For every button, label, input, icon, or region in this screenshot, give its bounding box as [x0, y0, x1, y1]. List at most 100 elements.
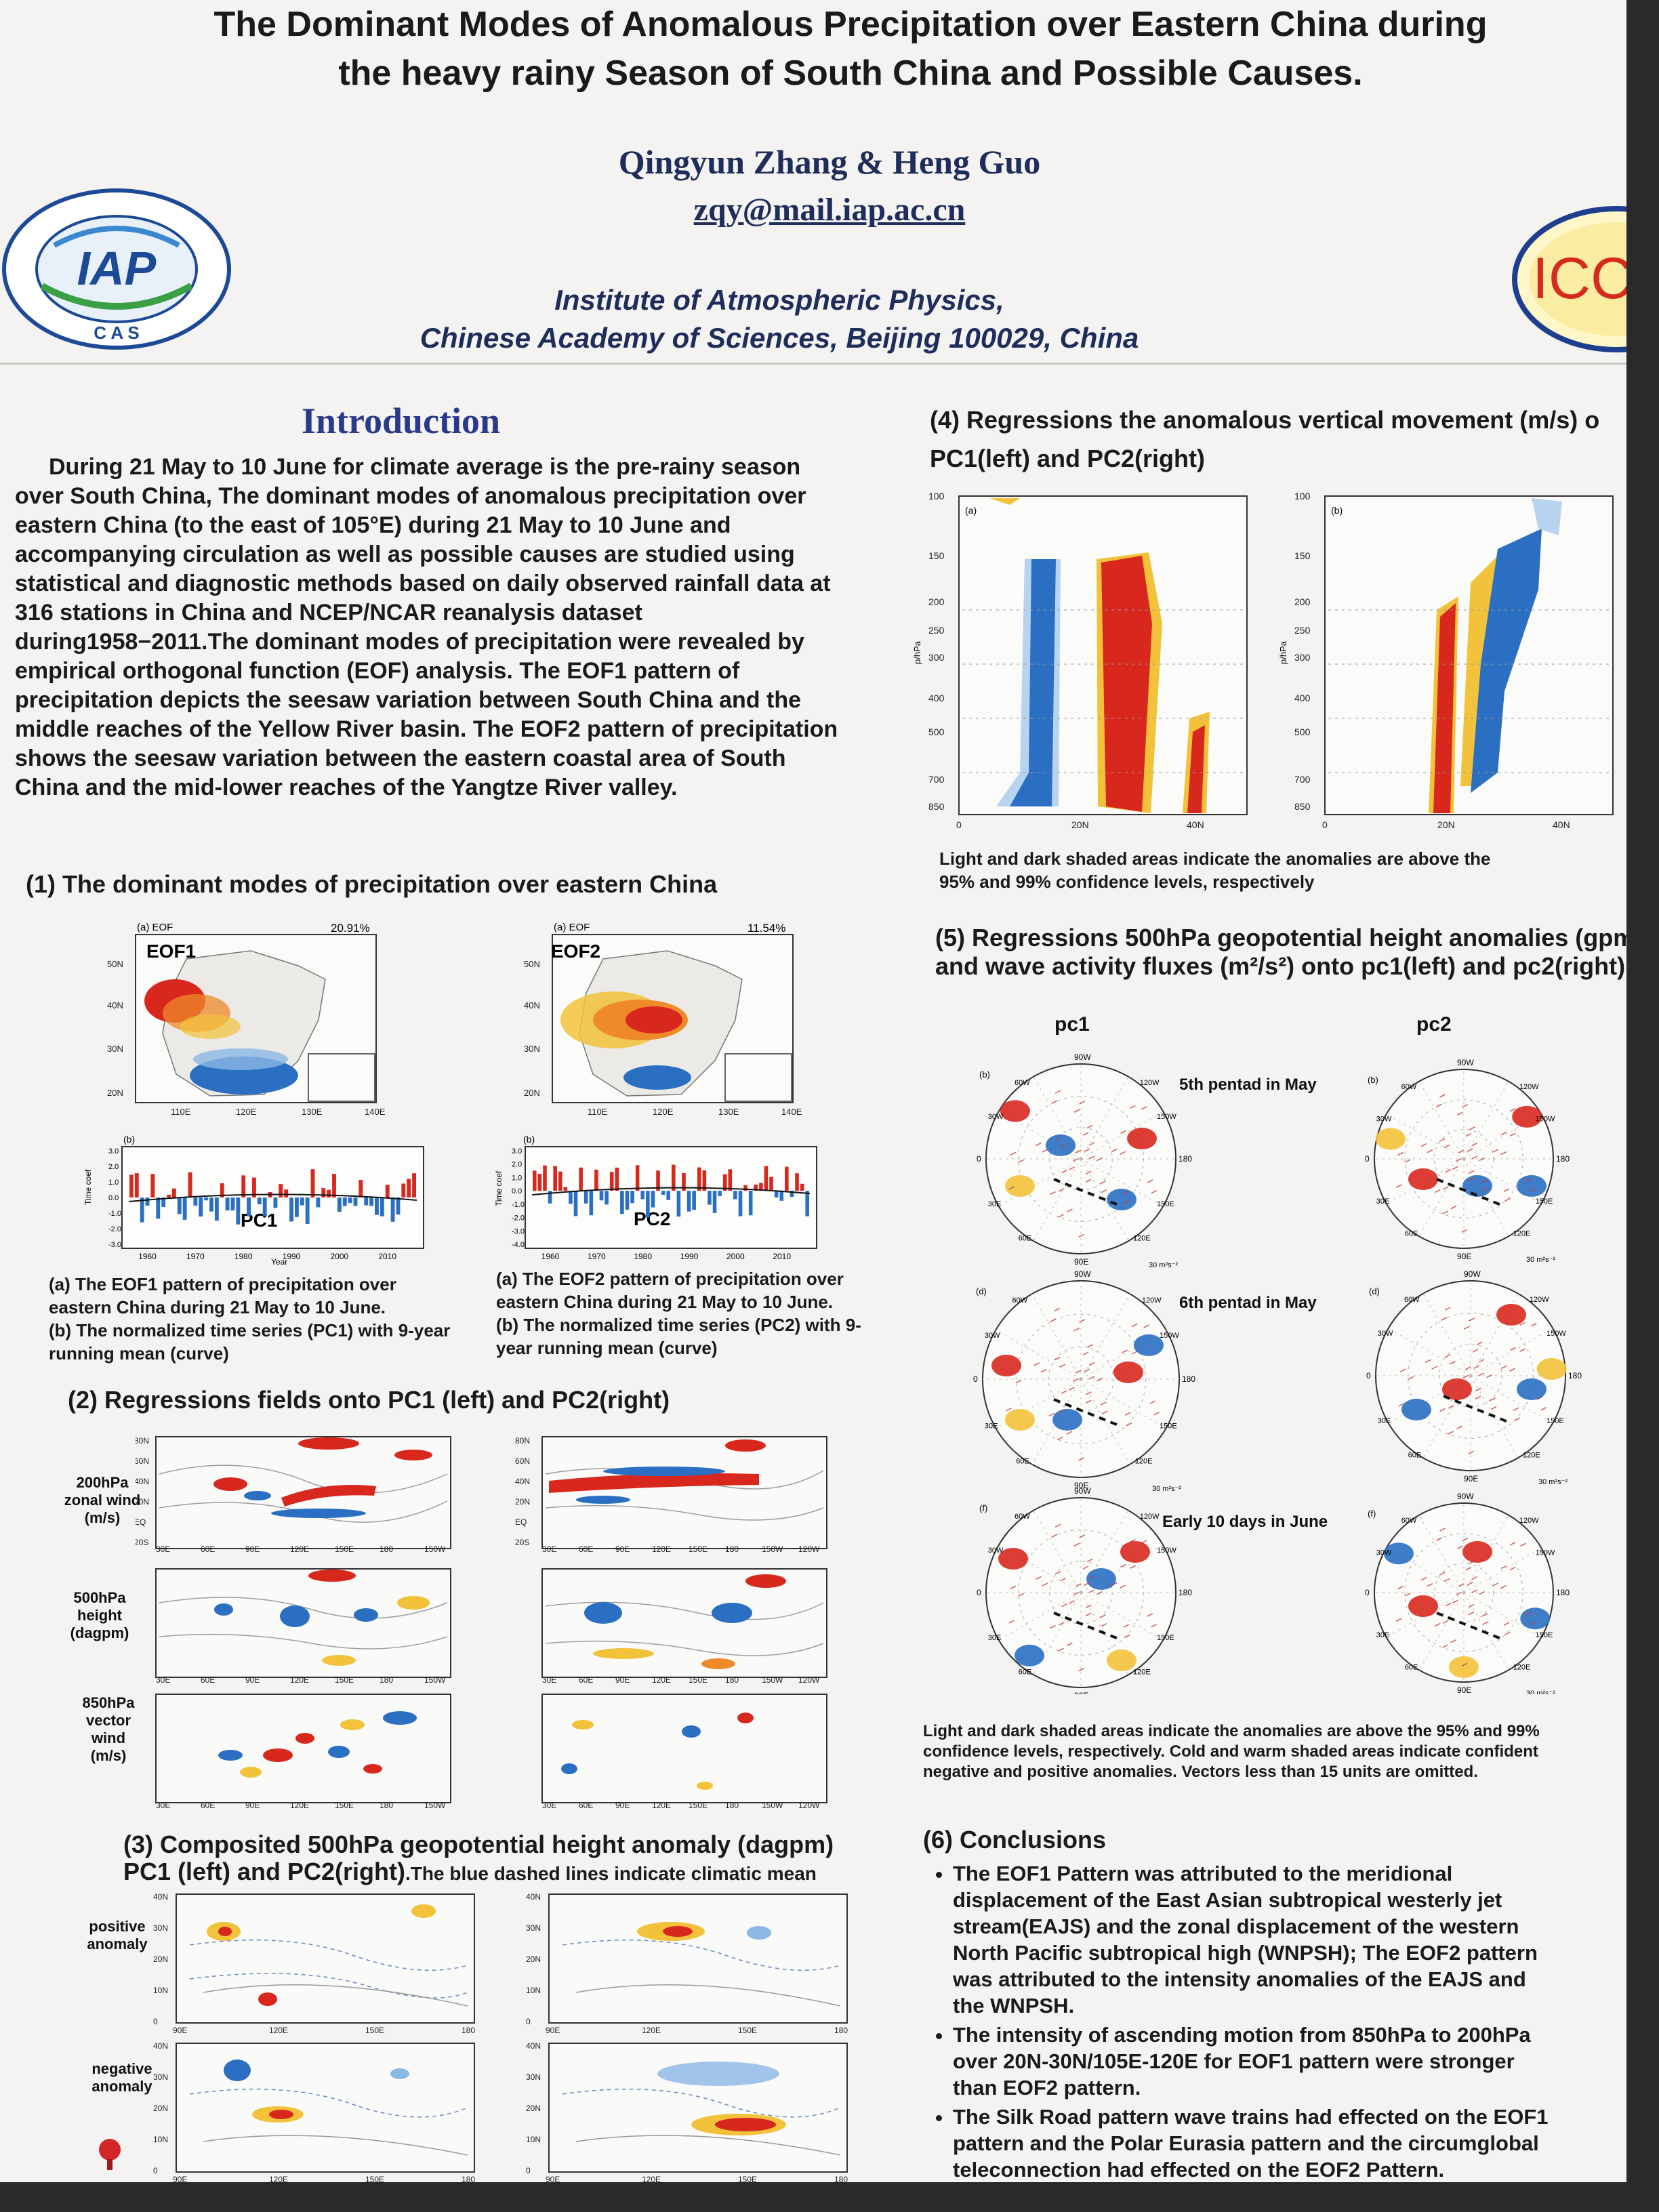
sec4-ytick-l-7: 700 [928, 774, 945, 785]
pc1-ytick-3: 0.0 [108, 1194, 119, 1202]
sec1-caption-left: (a) The EOF1 pattern of precipitation ov… [49, 1274, 451, 1364]
polar-vector-scale: 30 m²s⁻² [1538, 1478, 1568, 1486]
pc1-bar [401, 1183, 406, 1197]
sec2-lon-r-1-2: 90E [615, 1675, 630, 1685]
pc1-bar [214, 1197, 219, 1221]
sec3-lon-1-1: 120E [642, 2026, 661, 2035]
pc1-bar [252, 1177, 256, 1197]
sec3-lon-1-2: 150E [738, 2026, 757, 2035]
sec2-lon-l-1-4: 150E [335, 1675, 354, 1685]
polar-anomaly [1052, 1409, 1082, 1431]
polar-anomaly [991, 1355, 1021, 1376]
institute-line-1: Institute of Atmospheric Physics, [554, 284, 1004, 316]
pc2-timeseries: (b) PC2 Time coef 3.0 2.0 1.0 0.0 -1.0 -2.0 -3… [494, 1134, 817, 1261]
pc2-bar [805, 1191, 809, 1216]
pc1-bar [359, 1180, 363, 1197]
pc1-bar [337, 1197, 342, 1212]
polar-anomaly [1496, 1304, 1526, 1326]
polar-lon-right: 180 [1556, 1588, 1570, 1597]
polar-lon-left: 0 [1365, 1154, 1370, 1164]
pc2-xtick-0: 1960 [541, 1252, 560, 1261]
pc1-bar [385, 1185, 390, 1197]
sec2-lon-r-2-3: 120E [652, 1801, 671, 1809]
pc2-bar [609, 1172, 614, 1191]
pc1-bar [177, 1197, 182, 1214]
sec4-ytick-l-2: 200 [928, 596, 945, 607]
polar-panel-tag: (f) [979, 1503, 987, 1513]
sec2-r-lat-5: 20S [515, 1538, 529, 1547]
polar-lon-sw: 60E [1405, 1230, 1418, 1238]
pc2-ytick-2: 1.0 [512, 1174, 522, 1182]
polar-lon-bottom: 90E [1457, 1252, 1471, 1261]
conclusion-2: The intensity of ascending motion from 8… [953, 2022, 1559, 2101]
pc1-bar [209, 1197, 213, 1212]
pc2-bar [697, 1167, 701, 1191]
pc1-ytick-5: -2.0 [108, 1225, 121, 1233]
pc1-xtick-4: 2000 [331, 1252, 349, 1261]
pc1-bar [225, 1197, 230, 1211]
sec2-lon-l-2-3: 120E [290, 1801, 309, 1809]
polar-lon-bottom: 90E [1074, 1691, 1088, 1694]
sec2-lon-r-2-4: 150E [689, 1801, 708, 1809]
sec4-ytick-l-5: 400 [928, 693, 945, 703]
pc1-bar [145, 1197, 150, 1206]
polar-lon-right: 180 [1179, 1588, 1192, 1597]
polar-lon-top: 90W [1074, 1486, 1091, 1496]
polar-panel-1: (b) 90W 180 90E 0 120W 150W 150E 120E 60E 30E 30W 60… [977, 1052, 1192, 1269]
eof2-lat-2: 30N [524, 1044, 540, 1054]
pc1-bar [257, 1197, 262, 1205]
pc1-bar [171, 1188, 176, 1197]
eof1-lon-0: 110E [171, 1107, 191, 1117]
iap-logo: IAP C A S [2, 188, 231, 350]
intro-heading: Introduction [302, 401, 501, 441]
pc1-bar [353, 1197, 358, 1206]
sec4-xtick-l-1: 20N [1071, 819, 1089, 830]
polar-lon-ene: 150W [1160, 1332, 1179, 1340]
pc2-bar [738, 1191, 743, 1216]
pc1-bar [262, 1197, 267, 1216]
pc2-xtick-4: 2000 [726, 1252, 745, 1261]
eof1-lat-1: 40N [107, 1000, 123, 1010]
sec2-lon-r-1-7: 120W [798, 1675, 820, 1685]
author-email: zqy@mail.iap.ac.cn [693, 192, 966, 228]
pc2-bar [630, 1191, 634, 1204]
sec2-lat-0: 80N [136, 1436, 149, 1446]
polar-lon-ne: 120W [1142, 1296, 1162, 1305]
polar-lon-ese: 150E [1160, 1422, 1177, 1431]
pc1-bar [220, 1183, 224, 1197]
pc1-bar [129, 1174, 134, 1197]
pc1-bar [241, 1175, 246, 1197]
sec3-row-negative: negative anomaly [91, 2060, 152, 2095]
eof2-lon-3: 140E [781, 1107, 802, 1117]
polar-lon-bottom: 90E [1074, 1257, 1088, 1267]
sec5-col-pc1: pc1 [1054, 1013, 1090, 1036]
pc2-bar [635, 1165, 640, 1191]
conclusion-3: The Silk Road pattern wave trains had ef… [953, 2104, 1559, 2182]
sec2-lon-r-0-3: 120E [652, 1544, 671, 1554]
sec3-lon-1-3: 180 [834, 2026, 848, 2035]
polar-lon-wnw: 30W [988, 1113, 1004, 1121]
sec2-lon-l-1-3: 120E [290, 1675, 309, 1685]
polar-vector-scale: 30 m²s⁻² [1152, 1485, 1181, 1493]
polar-anomaly [1000, 1100, 1030, 1122]
sec4-ylabel-right: p/hPa [1278, 640, 1288, 664]
sec2-lon-l-2-5: 180 [380, 1801, 393, 1809]
eof2-lon-2: 130E [718, 1107, 739, 1117]
sec3-lon-3-0: 90E [546, 2175, 560, 2182]
pc2-bar [537, 1174, 542, 1191]
sec4-ytick-r-0: 100 [1294, 491, 1311, 501]
polar-lon-left: 0 [977, 1154, 981, 1164]
polar-lon-sw: 60E [1019, 1668, 1032, 1676]
sec2-lon-l-0-2: 90E [245, 1544, 260, 1554]
sec3-lat-3-0: 40N [526, 2041, 541, 2051]
polar-lon-sw: 60E [1405, 1664, 1418, 1672]
sec2-lon-r-0-6: 150W [762, 1544, 783, 1554]
pc1-bar [369, 1197, 374, 1206]
pc1-bar [380, 1197, 384, 1216]
sec3-lat-1-1: 30N [526, 1923, 541, 1933]
polar-anomaly [1449, 1656, 1479, 1678]
eof1-lon-2: 130E [302, 1107, 323, 1117]
sec2-lon-l-1-5: 180 [380, 1675, 393, 1685]
polar-lon-ne: 120W [1140, 1513, 1160, 1521]
polar-lon-top: 90W [1464, 1269, 1481, 1279]
